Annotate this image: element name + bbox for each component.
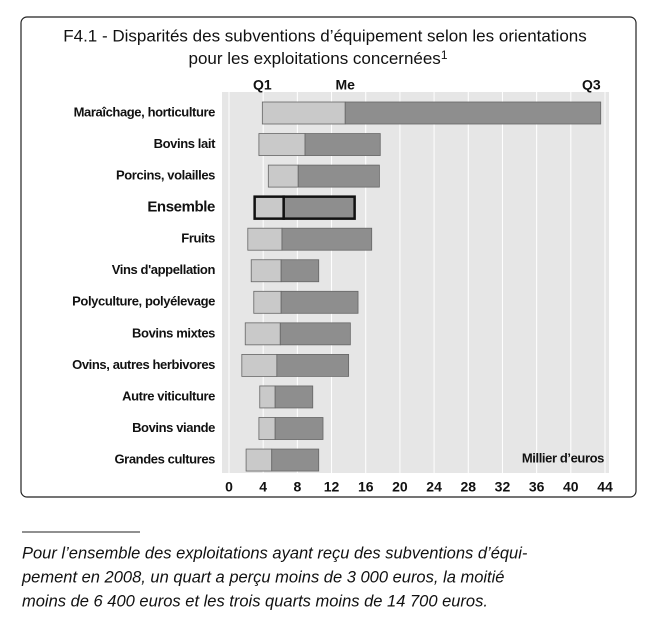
- bar-upper: [274, 385, 314, 409]
- footnote: moins de 6 400 euros et les trois quarts…: [22, 592, 488, 610]
- note-marker: 1: [441, 48, 448, 62]
- category-label: Ovins, autres herbivores: [72, 357, 215, 372]
- category-label: Autre viticulture: [122, 388, 215, 403]
- bar-upper: [281, 227, 373, 251]
- bar-upper: [279, 322, 351, 346]
- bar-upper: [274, 417, 324, 440]
- category-label: Polyculture, polyélevage: [72, 294, 215, 309]
- category-label: Maraîchage, horticulture: [74, 104, 216, 119]
- category-label: Vins d'appellation: [112, 262, 216, 277]
- bar-lower: [250, 259, 282, 283]
- bar-upper: [282, 195, 356, 220]
- bar-lower: [261, 101, 346, 125]
- bar-lower: [267, 164, 299, 188]
- x-tick-label: 32: [495, 479, 511, 495]
- x-tick-label: 12: [324, 479, 340, 495]
- bar-upper: [280, 290, 359, 314]
- bar-upper: [344, 101, 602, 125]
- bar-lower: [258, 133, 306, 156]
- chart-title: F4.1 - Disparités des subventions d’équi…: [63, 26, 587, 45]
- bar-lower: [253, 290, 282, 314]
- x-axis-label: Millier d’euros: [522, 450, 604, 465]
- chart-title: pour les exploitations concernées: [188, 49, 440, 68]
- bar-upper: [304, 133, 381, 156]
- footnote: Pour l’ensemble des exploitations ayant …: [22, 544, 528, 562]
- bar-lower: [259, 385, 276, 409]
- category-label: Bovins lait: [154, 136, 216, 151]
- x-tick-label: 4: [259, 479, 267, 495]
- category-label: Porcins, volailles: [116, 168, 215, 183]
- category-label: Fruits: [181, 231, 215, 246]
- quartile-label: Q1: [253, 77, 272, 93]
- x-tick-label: 20: [392, 479, 408, 495]
- bar-lower: [244, 322, 281, 346]
- bar-upper: [297, 164, 380, 188]
- x-tick-label: 44: [597, 479, 613, 495]
- x-tick-label: 40: [563, 479, 579, 495]
- bar-lower: [241, 353, 278, 377]
- bar-lower: [258, 417, 276, 440]
- chart-title: pour les exploitations concernées1: [188, 48, 447, 68]
- category-label: Grandes cultures: [114, 451, 215, 466]
- quartile-label: Q3: [582, 77, 601, 93]
- bar-upper: [271, 448, 320, 472]
- quartile-label: Me: [335, 77, 355, 93]
- bar-lower: [253, 195, 285, 220]
- x-tick-label: 28: [460, 479, 476, 495]
- category-label: Ensemble: [147, 199, 215, 216]
- bar-upper: [276, 353, 350, 377]
- footnote: pement en 2008, un quart a perçu moins d…: [21, 568, 504, 586]
- bar-lower: [247, 227, 283, 251]
- bar-upper: [280, 259, 320, 283]
- x-tick-label: 36: [529, 479, 545, 495]
- category-label: Bovins mixtes: [132, 325, 215, 340]
- x-tick-label: 0: [225, 479, 233, 495]
- x-tick-label: 16: [358, 479, 374, 495]
- x-tick-label: 24: [426, 479, 442, 495]
- x-tick-label: 8: [293, 479, 301, 495]
- category-label: Bovins viande: [132, 420, 215, 435]
- bar-lower: [245, 448, 273, 472]
